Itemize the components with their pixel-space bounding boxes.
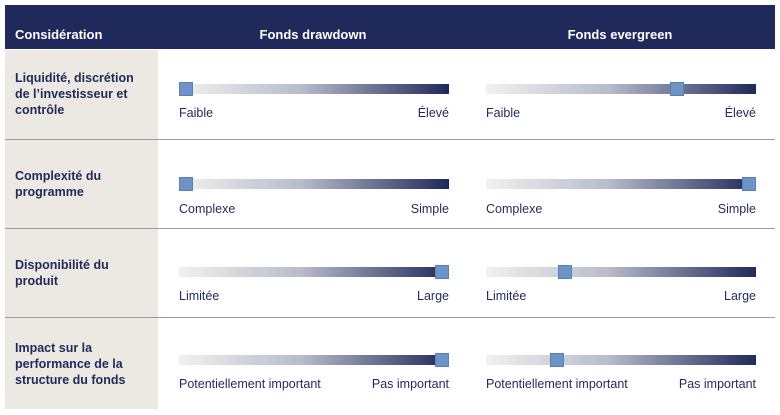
scale-bar xyxy=(486,267,756,277)
scale-low-label: Potentiellement important xyxy=(179,377,321,391)
table-row: Disponibilité du produit Limitée Large L… xyxy=(5,229,775,318)
row-label: Liquidité, discrétion de l’investisseur … xyxy=(15,71,134,117)
scale-bar xyxy=(179,267,449,277)
row-label: Disponibilité du produit xyxy=(15,258,109,288)
row-label-cell: Disponibilité du produit xyxy=(5,229,158,317)
drawdown-scale: Potentiellement important Pas important xyxy=(179,353,449,400)
scale-low-label: Limitée xyxy=(179,289,220,303)
scale-high-label: Large xyxy=(724,289,756,303)
scale-marker xyxy=(742,177,756,191)
table-header: Considération Fonds drawdown Fonds everg… xyxy=(5,5,775,49)
scale-marker xyxy=(550,353,564,367)
scale-high-label: Pas important xyxy=(678,377,756,391)
drawdown-scale: Faible Élevé xyxy=(179,82,449,129)
scale-bar xyxy=(179,355,449,365)
scale-marker xyxy=(179,177,193,191)
table-row: Complexité du programme Complexe Simple … xyxy=(5,140,775,229)
evergreen-scale: Potentiellement important Pas important xyxy=(486,353,756,400)
scale-high-label: Pas important xyxy=(371,377,449,391)
scale-high-label: Simple xyxy=(717,202,756,216)
evergreen-scale: Faible Élevé xyxy=(486,82,756,129)
header-drawdown: Fonds drawdown xyxy=(259,27,367,42)
scale-bar xyxy=(486,84,756,94)
scale-high-label: Simple xyxy=(410,202,449,216)
scale-marker xyxy=(670,82,685,96)
evergreen-scale: Complexe Simple xyxy=(486,177,756,224)
scale-low-label: Faible xyxy=(486,106,521,120)
scale-bar xyxy=(179,179,449,189)
scale-low-label: Faible xyxy=(179,106,214,120)
scale-marker xyxy=(435,353,449,367)
scale-bar xyxy=(179,84,449,94)
drawdown-scale: Limitée Large xyxy=(179,265,449,312)
row-label-cell: Impact sur la performance de la structur… xyxy=(5,318,158,409)
row-label: Complexité du programme xyxy=(15,169,102,199)
row-label: Impact sur la performance de la structur… xyxy=(15,341,126,387)
header-evergreen: Fonds evergreen xyxy=(567,27,673,42)
row-label-cell: Complexité du programme xyxy=(5,140,158,228)
scale-low-label: Complexe xyxy=(486,202,543,216)
scale-low-label: Complexe xyxy=(179,202,236,216)
scale-low-label: Limitée xyxy=(486,289,527,303)
drawdown-scale: Complexe Simple xyxy=(179,177,449,224)
scale-bar xyxy=(486,355,756,365)
scale-bar xyxy=(486,179,756,189)
evergreen-scale: Limitée Large xyxy=(486,265,756,312)
scale-high-label: Large xyxy=(417,289,449,303)
scale-low-label: Potentiellement important xyxy=(486,377,628,391)
header-consideration: Considération xyxy=(15,27,103,42)
scale-marker xyxy=(557,265,572,279)
scale-high-label: Élevé xyxy=(417,106,449,120)
scale-marker xyxy=(179,82,193,96)
table-row: Liquidité, discrétion de l’investisseur … xyxy=(5,50,775,140)
table-row: Impact sur la performance de la structur… xyxy=(5,318,775,409)
scale-marker xyxy=(435,265,449,279)
row-label-cell: Liquidité, discrétion de l’investisseur … xyxy=(5,50,158,139)
scale-high-label: Élevé xyxy=(724,106,756,120)
